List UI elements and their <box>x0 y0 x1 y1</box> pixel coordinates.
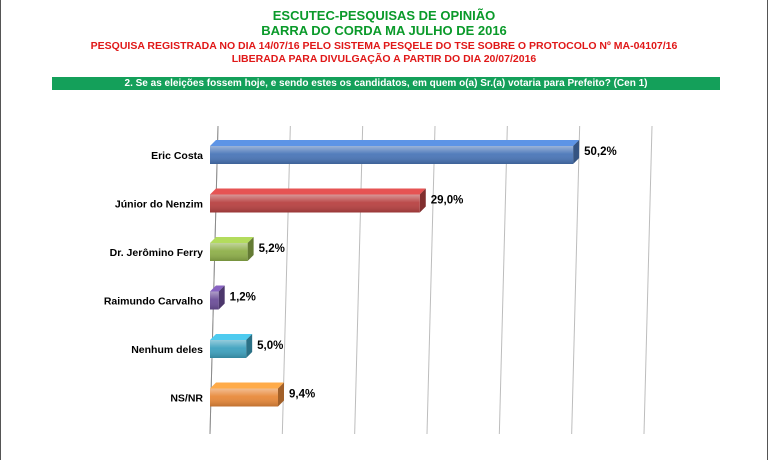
data-label: 1,2% <box>230 292 256 304</box>
bar-group <box>210 285 225 310</box>
bar-group <box>210 334 253 358</box>
bar-top <box>210 140 580 146</box>
category-label: Raimundo Carvalho <box>104 296 203 308</box>
bar-group <box>210 237 254 261</box>
chart-labels: Eric Costa 50,2% Júnior do Nenzim 29,0% Dr. … <box>104 146 617 405</box>
bar-top <box>210 237 254 243</box>
bar-end <box>218 285 225 310</box>
category-label: Júnior do Nenzim <box>115 199 203 211</box>
question-banner: 2. Se as eleições fossem hoje, e sendo e… <box>52 77 720 90</box>
report-header: ESCUTEC-PESQUISAS DE OPINIÃO BARRA DO CO… <box>0 8 768 66</box>
bar-end <box>573 140 580 164</box>
bar-shading <box>210 340 247 358</box>
category-label: Eric Costa <box>151 150 203 162</box>
bar-shading <box>210 243 248 261</box>
report-subtitle: BARRA DO CORDA MA JULHO DE 2016 <box>261 23 507 38</box>
bar-top <box>210 188 426 195</box>
gridline <box>571 125 581 435</box>
bar-shading <box>210 388 278 407</box>
bar-shading <box>210 146 574 164</box>
bar-shading <box>210 194 420 213</box>
data-label: 9,4% <box>289 389 315 401</box>
bar-group <box>210 140 580 164</box>
value-axis-line <box>209 125 219 435</box>
bar-end <box>247 237 254 261</box>
bar-shading <box>210 291 219 310</box>
bar-top <box>210 382 284 389</box>
registration-notice: PESQUISA REGISTRADA NO DIA 14/07/16 PELO… <box>90 40 678 52</box>
bar-top <box>210 334 253 340</box>
category-label: Dr. Jerômino Ferry <box>110 247 204 259</box>
release-notice: LIBERADA PARA DIVULGAÇÃO A PARTIR DO DIA… <box>231 53 537 65</box>
data-label: 5,0% <box>257 340 283 352</box>
gridline <box>426 125 436 435</box>
data-label: 29,0% <box>431 195 464 207</box>
chart-bars <box>210 140 580 407</box>
bar-end <box>419 188 426 213</box>
bar-top <box>210 285 225 292</box>
data-label: 5,2% <box>259 243 285 255</box>
category-label: Nenhum deles <box>131 344 203 356</box>
bar-group <box>210 382 284 407</box>
report-title: ESCUTEC-PESQUISAS DE OPINIÃO <box>272 8 496 23</box>
category-label: NS/NR <box>170 393 203 405</box>
data-label: 50,2% <box>584 146 617 158</box>
bar-group <box>210 188 426 213</box>
gridline <box>498 125 508 435</box>
bar-end <box>277 382 284 407</box>
gridline <box>354 125 364 435</box>
gridline <box>643 125 653 435</box>
bar-end <box>246 334 253 358</box>
